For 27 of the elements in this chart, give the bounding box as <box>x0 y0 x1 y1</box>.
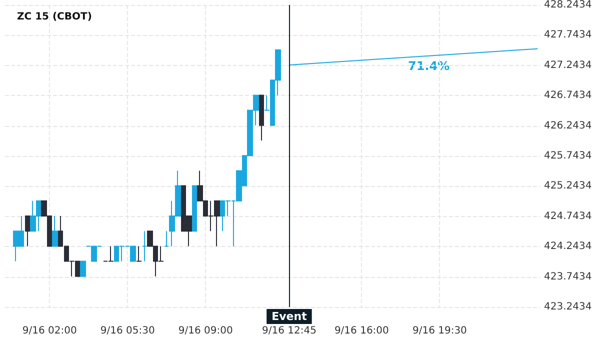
y-tick-label: 427.7434 <box>544 30 592 41</box>
candlestick <box>25 216 30 247</box>
x-tick-label: 9/16 02:00 <box>22 326 77 336</box>
candlestick <box>142 230 147 262</box>
x-tick-label: 9/16 09:00 <box>178 326 233 336</box>
x-tick-label: 9/16 12:45 <box>262 326 316 336</box>
y-tick-label: 425.2434 <box>544 180 592 192</box>
x-tick-label: 9/16 19:30 <box>412 326 467 336</box>
y-tick-label: 424.2434 <box>544 241 592 252</box>
candlestick <box>52 216 58 247</box>
candlestick <box>80 260 86 277</box>
y-tick-label: 423.2434 <box>544 302 592 312</box>
y-tick-label: 424.7434 <box>544 210 592 222</box>
y-tick-label: 427.2434 <box>544 60 592 71</box>
text: ZC 15 (CBOT) <box>17 12 92 22</box>
y-tick-label: 425.7434 <box>544 150 592 162</box>
candlestick <box>259 94 264 141</box>
y-tick-label: 423.7434 <box>544 271 592 282</box>
x-tick-label: 9/16 16:00 <box>334 326 389 336</box>
candlestick <box>136 246 142 262</box>
x-tick-label: 9/16 05:30 <box>100 326 155 336</box>
y-tick-label: 426.2434 <box>544 120 592 132</box>
y-tick-label: 426.7434 <box>544 90 592 102</box>
candlestick <box>164 230 169 247</box>
y-tick-label: 428.2434 <box>544 0 592 10</box>
candlestick <box>192 185 197 232</box>
ref-line-label: Event <box>272 310 307 323</box>
